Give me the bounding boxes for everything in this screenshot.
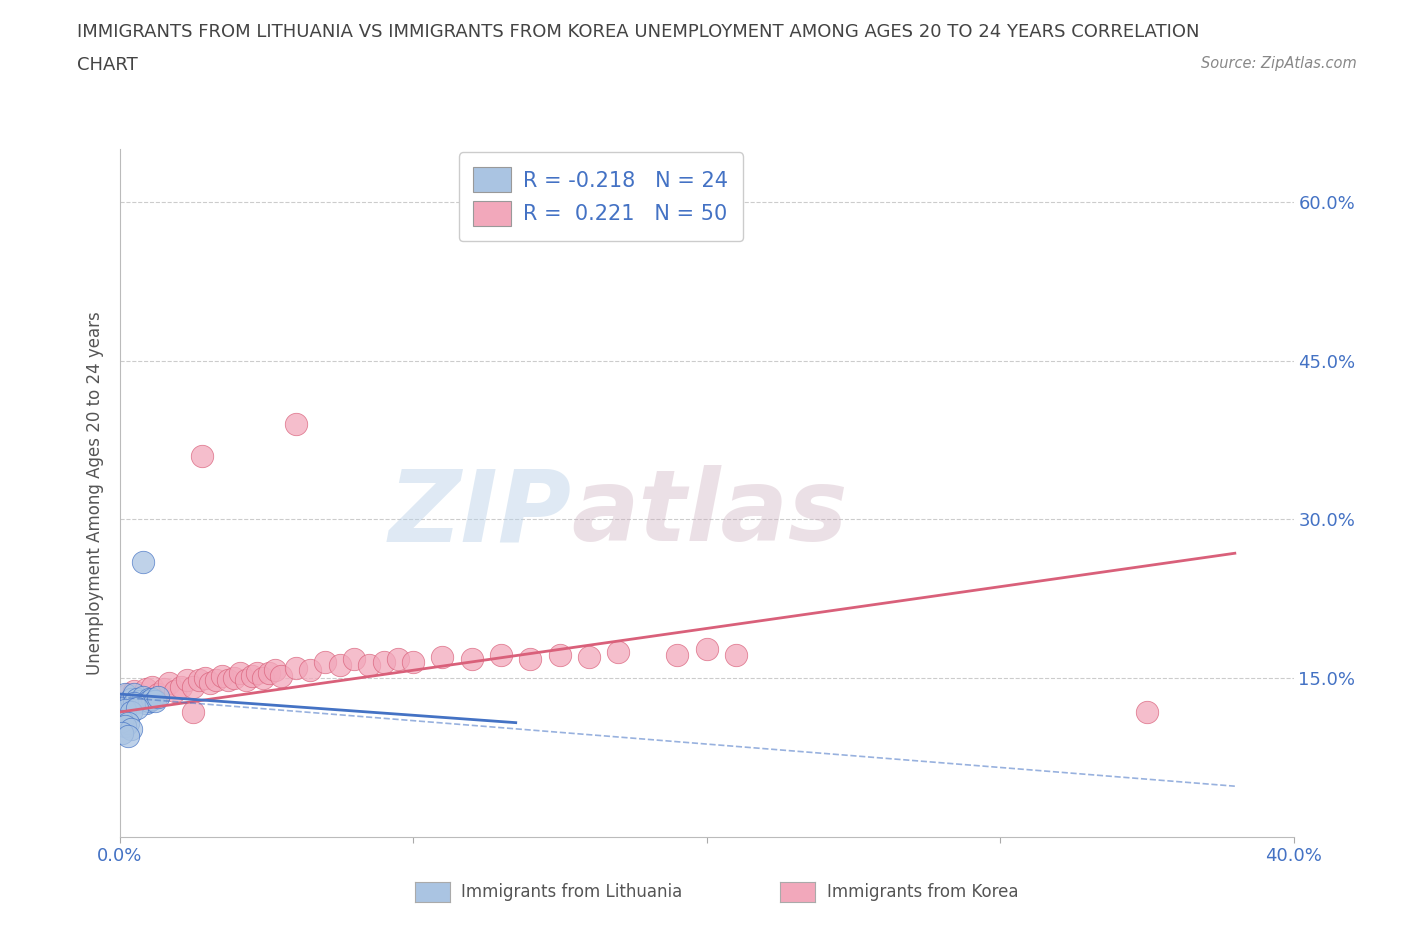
Point — [146, 690, 169, 705]
Point — [127, 700, 149, 715]
Point — [270, 669, 292, 684]
Point — [548, 647, 571, 662]
Point — [129, 690, 152, 705]
Point — [120, 692, 142, 707]
Point — [200, 676, 222, 691]
Point — [132, 690, 155, 705]
Point — [122, 695, 145, 710]
Point — [117, 686, 139, 701]
Point — [489, 647, 512, 662]
Point — [343, 652, 366, 667]
Point — [314, 655, 336, 670]
Point — [122, 686, 145, 701]
Point — [190, 448, 212, 463]
Point — [240, 669, 263, 684]
Point — [387, 652, 409, 667]
Point — [111, 725, 134, 740]
Point — [120, 705, 142, 720]
Point — [666, 647, 689, 662]
Text: Source: ZipAtlas.com: Source: ZipAtlas.com — [1201, 56, 1357, 71]
Point — [138, 692, 160, 707]
Point — [181, 705, 204, 720]
Point — [141, 692, 163, 707]
Point — [129, 694, 152, 709]
Point — [114, 718, 136, 733]
Point — [176, 673, 198, 688]
Point — [146, 686, 169, 701]
Point — [222, 671, 245, 685]
Point — [284, 660, 307, 675]
Point — [252, 671, 274, 685]
Point — [519, 652, 541, 667]
Point — [432, 649, 454, 664]
Point — [373, 655, 395, 670]
Point — [246, 666, 269, 681]
Point — [211, 669, 233, 684]
Point — [165, 684, 187, 698]
Point — [111, 713, 134, 728]
Point — [157, 676, 180, 691]
Text: Immigrants from Lithuania: Immigrants from Lithuania — [461, 883, 682, 901]
Point — [143, 694, 166, 709]
Point — [460, 652, 484, 667]
Point — [117, 698, 139, 712]
Point — [284, 417, 307, 432]
Point — [696, 641, 718, 656]
Point — [132, 554, 155, 569]
Point — [1136, 705, 1159, 720]
Point — [122, 684, 145, 698]
Point — [181, 679, 204, 694]
Point — [205, 673, 228, 688]
Point — [117, 729, 139, 744]
Point — [127, 692, 149, 707]
Point — [114, 702, 136, 717]
Point — [329, 658, 352, 673]
Point — [187, 673, 209, 688]
Point — [135, 682, 157, 697]
Point — [229, 666, 252, 681]
Point — [257, 666, 280, 681]
Point — [194, 671, 217, 685]
Point — [217, 673, 239, 688]
Point — [114, 686, 136, 701]
Point — [135, 695, 157, 710]
Point — [607, 644, 630, 659]
Point — [152, 682, 174, 697]
Point — [724, 647, 747, 662]
Text: atlas: atlas — [571, 465, 848, 562]
Point — [120, 722, 142, 737]
Text: Immigrants from Korea: Immigrants from Korea — [827, 883, 1018, 901]
Text: IMMIGRANTS FROM LITHUANIA VS IMMIGRANTS FROM KOREA UNEMPLOYMENT AMONG AGES 20 TO: IMMIGRANTS FROM LITHUANIA VS IMMIGRANTS … — [77, 23, 1199, 41]
Point — [402, 655, 425, 670]
Point — [138, 694, 160, 709]
Point — [170, 679, 193, 694]
Point — [299, 662, 322, 677]
Point — [141, 679, 163, 694]
Y-axis label: Unemployment Among Ages 20 to 24 years: Unemployment Among Ages 20 to 24 years — [86, 311, 104, 675]
Point — [235, 673, 257, 688]
Text: ZIP: ZIP — [388, 465, 571, 562]
Text: CHART: CHART — [77, 56, 138, 73]
Legend: R = -0.218   N = 24, R =  0.221   N = 50: R = -0.218 N = 24, R = 0.221 N = 50 — [458, 153, 742, 241]
Point — [264, 662, 287, 677]
Point — [117, 715, 139, 730]
Point — [578, 649, 600, 664]
Point — [357, 658, 380, 673]
